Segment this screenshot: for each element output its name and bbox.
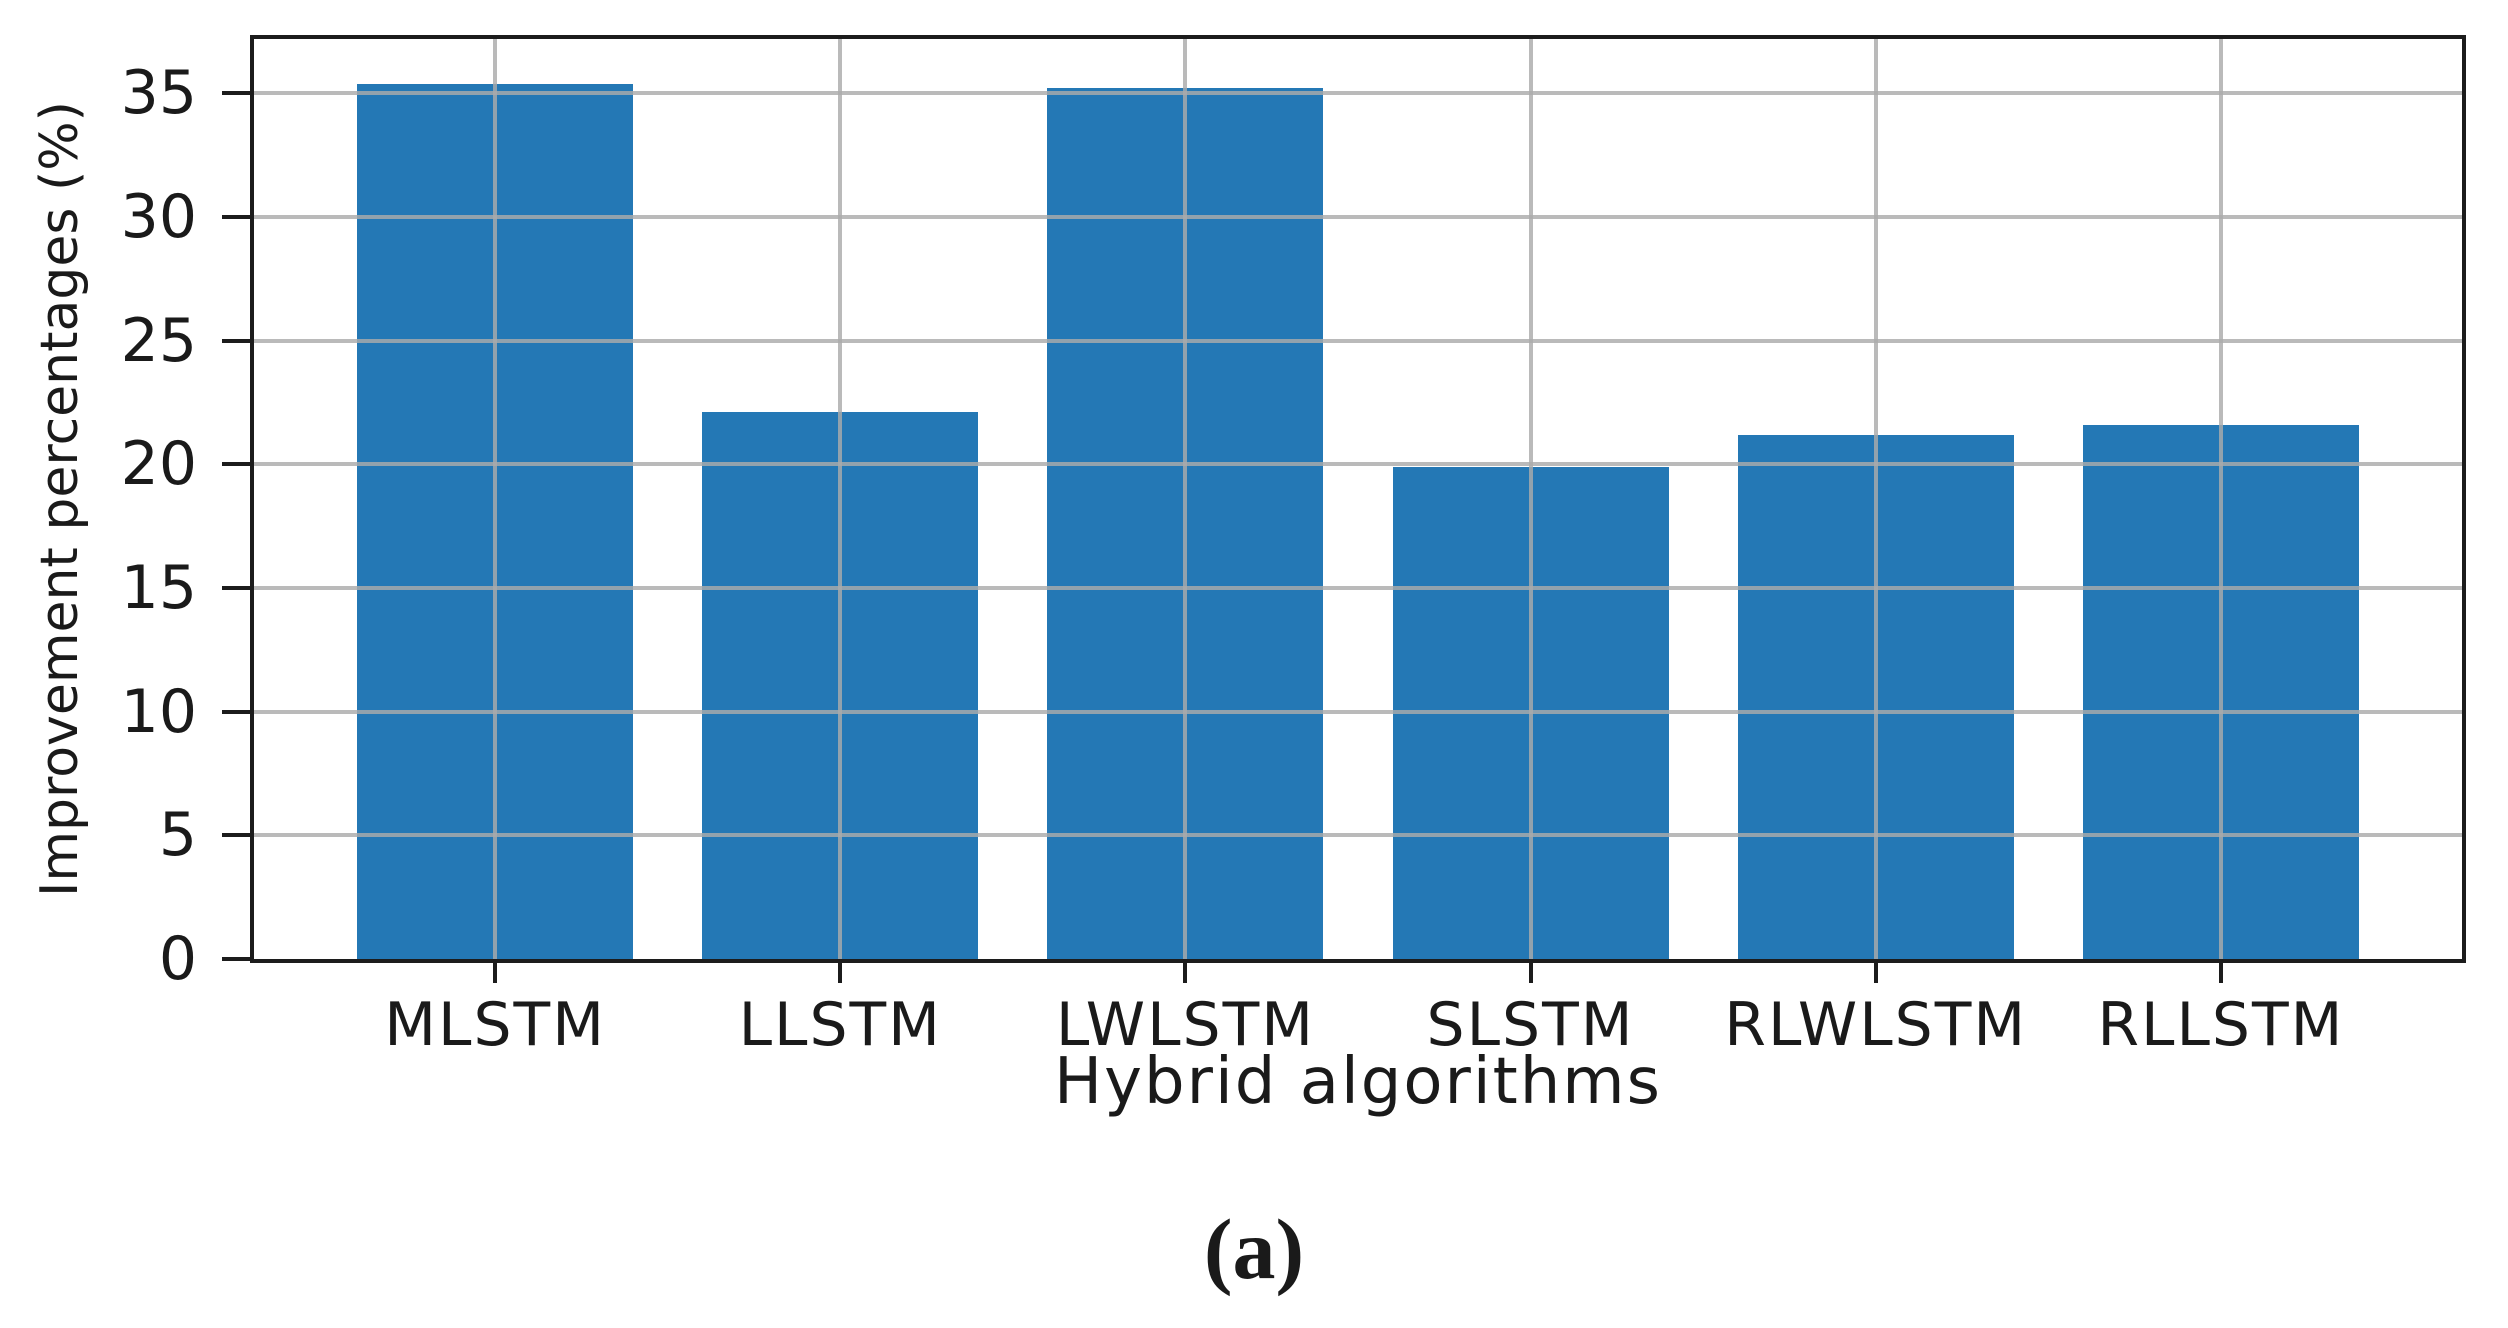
x-tick-mark [2218, 963, 2223, 983]
figure-caption: (a) [1203, 1201, 1305, 1297]
y-axis: 0 5 10 15 20 25 30 35 [0, 39, 250, 989]
y-tick-mark [222, 586, 250, 591]
vertical-gridline [1873, 39, 1878, 959]
horizontal-gridline [254, 586, 2462, 591]
x-tick-mark [1873, 963, 1878, 983]
horizontal-gridline [254, 833, 2462, 838]
y-tick-label: 15 [120, 553, 197, 624]
vertical-gridline [1528, 39, 1533, 959]
y-tick-mark [222, 709, 250, 714]
x-tick-mark [1528, 963, 1533, 983]
horizontal-gridline [254, 709, 2462, 714]
horizontal-gridline [254, 91, 2462, 96]
y-tick-mark [222, 338, 250, 343]
horizontal-gridline [254, 462, 2462, 467]
y-tick-mark [222, 957, 250, 961]
y-tick-label: 25 [120, 305, 197, 376]
y-tick-mark [222, 91, 250, 96]
horizontal-gridline [254, 338, 2462, 343]
x-tick-label: RLLSTM [2097, 990, 2345, 1060]
plot-area [250, 35, 2466, 963]
x-axis-title: Hybrid algorithms [1054, 1045, 1662, 1119]
vertical-gridline [2218, 39, 2223, 959]
y-tick-label: 10 [120, 676, 197, 747]
vertical-gridline [1183, 39, 1188, 959]
x-tick-label: SLSTM [1426, 990, 1635, 1060]
x-tick-mark [1183, 963, 1188, 983]
x-tick-mark [838, 963, 843, 983]
y-tick-mark [222, 215, 250, 220]
y-tick-label: 5 [158, 800, 197, 871]
x-tick-label: RLWLSTM [1724, 990, 2028, 1060]
y-tick-label: 0 [158, 924, 197, 994]
y-tick-mark [222, 833, 250, 838]
y-tick-label: 30 [120, 182, 197, 253]
x-tick-label: LLSTM [738, 990, 942, 1060]
y-tick-label: 35 [120, 58, 197, 129]
horizontal-gridline [254, 215, 2462, 220]
y-tick-label: 20 [120, 429, 197, 500]
x-tick-mark [493, 963, 498, 983]
y-tick-mark [222, 462, 250, 467]
x-tick-label: MLSTM [384, 990, 606, 1060]
vertical-gridline [493, 39, 498, 959]
vertical-gridline [838, 39, 843, 959]
x-tick-label: LWLSTM [1055, 990, 1316, 1060]
x-axis: MLSTM LLSTM LWLSTM SLSTM RLWLSTM RLLSTM [254, 963, 2462, 1083]
